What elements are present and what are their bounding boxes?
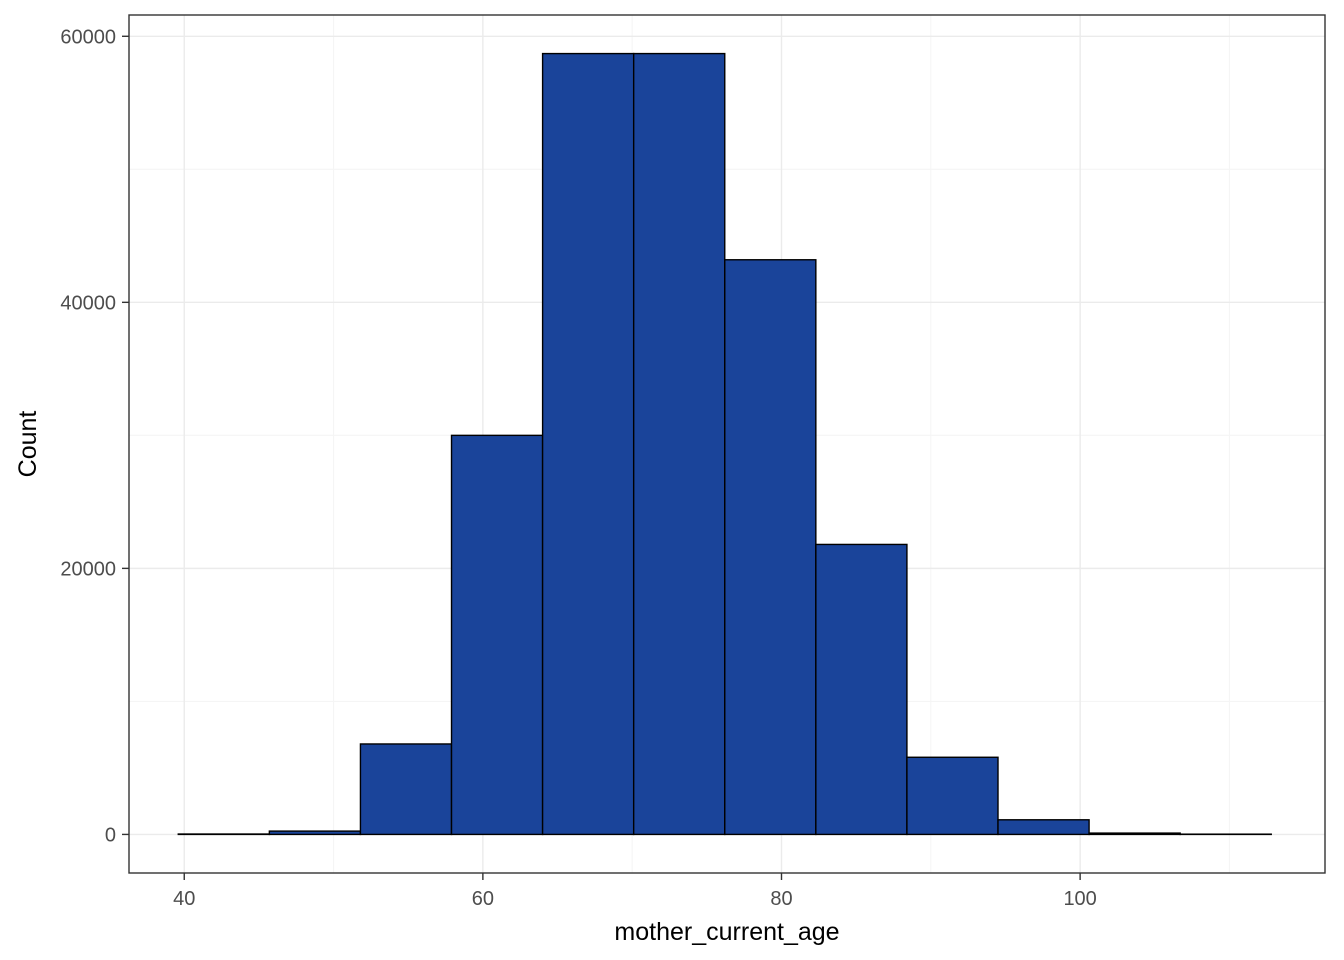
histogram-bar — [268, 830, 362, 836]
y-tick-label: 20000 — [60, 558, 116, 580]
histogram-bar — [632, 52, 726, 836]
x-tick-label: 40 — [173, 888, 195, 910]
x-tick-label: 80 — [770, 888, 792, 910]
histogram-bar — [359, 743, 453, 836]
histogram-bars — [177, 52, 1272, 836]
y-axis-ticks: 0 20000 40000 60000 — [60, 26, 129, 846]
histogram-bar — [997, 819, 1090, 836]
histogram-bar — [815, 543, 908, 836]
x-tick-label: 100 — [1063, 888, 1096, 910]
histogram-bar — [541, 52, 635, 836]
histogram-bar — [1088, 832, 1181, 836]
y-tick-label: 0 — [105, 824, 116, 846]
histogram-bar — [906, 756, 999, 836]
histogram-bar — [450, 434, 544, 836]
x-tick-label: 60 — [472, 888, 494, 910]
y-axis-title: Count — [14, 411, 42, 478]
panel-border — [128, 14, 1326, 874]
x-axis-title: mother_current_age — [614, 918, 839, 946]
histogram-bar — [724, 259, 817, 836]
x-axis-ticks: 40 60 80 100 — [173, 873, 1097, 910]
y-tick-label: 60000 — [60, 26, 116, 48]
y-tick-label: 40000 — [60, 292, 116, 314]
